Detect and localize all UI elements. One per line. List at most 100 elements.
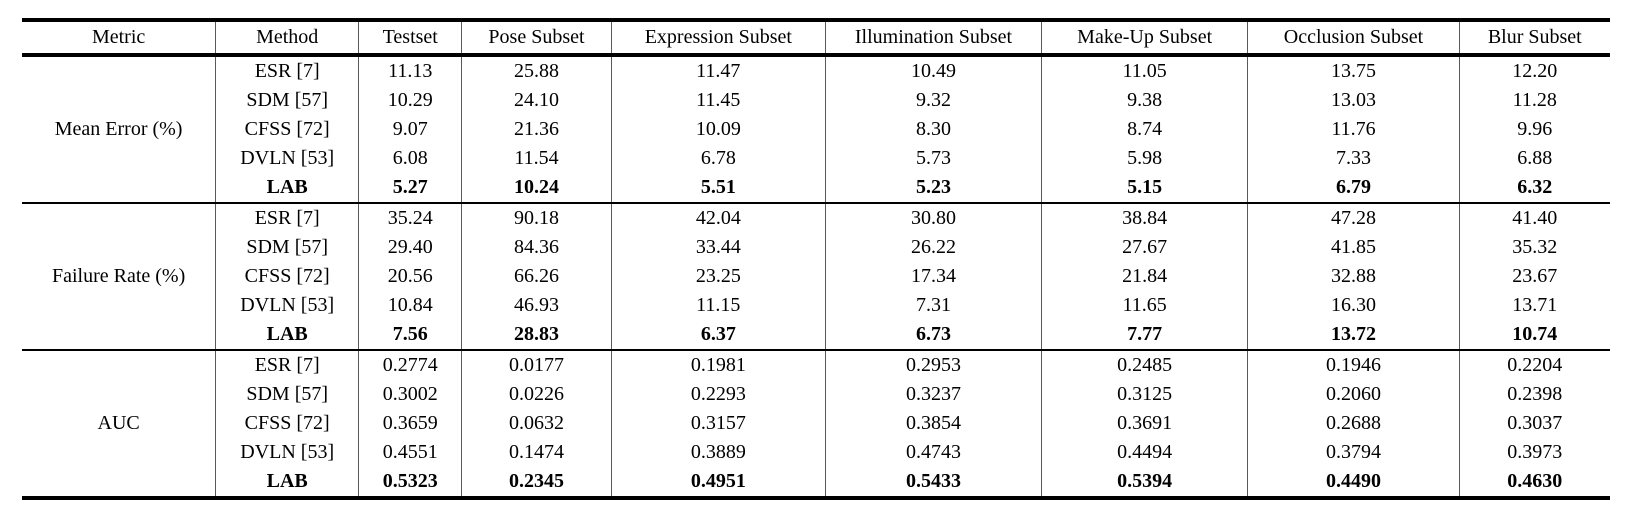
value-cell: 8.74 <box>1040 115 1248 144</box>
metric-label: Failure Rate (%) <box>22 202 216 350</box>
value-cell: 20.56 <box>358 262 462 291</box>
value-cell: 9.96 <box>1458 115 1610 144</box>
value-cell: 11.47 <box>610 55 826 86</box>
value-cell: 0.3889 <box>610 438 826 467</box>
metric-label: AUC <box>22 349 216 498</box>
method-label: DVLN [53] <box>215 438 359 467</box>
results-table: Metric Method Testset Pose Subset Expres… <box>22 18 1610 500</box>
value-cell: 21.84 <box>1040 262 1248 291</box>
value-cell: 0.3002 <box>358 380 462 409</box>
value-cell: 28.83 <box>461 320 612 350</box>
value-cell: 0.5433 <box>825 467 1042 498</box>
value-cell: 0.3973 <box>1458 438 1610 467</box>
value-cell: 8.30 <box>825 115 1042 144</box>
value-cell: 29.40 <box>358 233 462 262</box>
value-cell: 0.1474 <box>461 438 612 467</box>
value-cell: 11.76 <box>1247 115 1460 144</box>
method-label: SDM [57] <box>215 233 359 262</box>
value-cell: 0.4951 <box>610 467 826 498</box>
method-label: LAB <box>215 320 359 350</box>
value-cell: 47.28 <box>1247 202 1460 233</box>
table-row: SDM [57] 0.3002 0.0226 0.2293 0.3237 0.3125 0.… <box>22 380 1610 409</box>
value-cell: 13.03 <box>1247 86 1460 115</box>
table-row: AUC ESR [7] 0.2774 0.0177 0.1981 0.2953 0.2485… <box>22 349 1610 498</box>
value-cell: 6.79 <box>1247 173 1460 203</box>
value-cell: 30.80 <box>825 202 1042 233</box>
value-cell: 0.4743 <box>825 438 1042 467</box>
value-cell: 32.88 <box>1247 262 1460 291</box>
value-cell: 0.3691 <box>1040 409 1248 438</box>
value-cell: 11.54 <box>461 144 612 173</box>
table-row: CFSS [72] 0.3659 0.0632 0.3157 0.3854 0.3691 0… <box>22 409 1610 438</box>
value-cell: 12.20 <box>1458 55 1610 86</box>
value-cell: 66.26 <box>461 262 612 291</box>
value-cell: 41.85 <box>1247 233 1460 262</box>
value-cell: 0.5394 <box>1040 467 1248 498</box>
metric-label: Mean Error (%) <box>54 118 183 140</box>
value-cell: 5.73 <box>825 144 1042 173</box>
value-cell: 0.2953 <box>825 349 1042 380</box>
value-cell: 0.2485 <box>1040 349 1248 380</box>
value-cell: 11.45 <box>610 86 826 115</box>
table-row: CFSS [72] 20.56 66.26 23.25 17.34 21.84 32.88 2… <box>22 262 1610 291</box>
value-cell: 10.09 <box>610 115 826 144</box>
value-cell: 11.13 <box>358 55 462 86</box>
table-row: LAB 7.56 28.83 6.37 6.73 7.77 13.72 10.74 <box>22 320 1610 350</box>
value-cell: 10.49 <box>825 55 1042 86</box>
method-label: ESR [7] <box>215 349 359 380</box>
value-cell: 0.2345 <box>461 467 612 498</box>
value-cell: 13.71 <box>1458 291 1610 320</box>
value-cell: 11.15 <box>610 291 826 320</box>
value-cell: 13.72 <box>1247 320 1460 350</box>
table-row: LAB 5.27 10.24 5.51 5.23 5.15 6.79 6.32 <box>22 173 1610 203</box>
value-cell: 42.04 <box>610 202 826 233</box>
value-cell: 6.73 <box>825 320 1042 350</box>
value-cell: 0.1981 <box>610 349 826 380</box>
value-cell: 0.5323 <box>358 467 462 498</box>
value-cell: 0.4494 <box>1040 438 1248 467</box>
value-cell: 17.34 <box>825 262 1042 291</box>
value-cell: 9.07 <box>358 115 462 144</box>
value-cell: 6.32 <box>1458 173 1610 203</box>
table-row: CFSS [72] 9.07 21.36 10.09 8.30 8.74 11.76 9.96 <box>22 115 1610 144</box>
value-cell: 46.93 <box>461 291 612 320</box>
value-cell: 0.3157 <box>610 409 826 438</box>
method-label: CFSS [72] <box>215 262 359 291</box>
table-row: DVLN [53] 0.4551 0.1474 0.3889 0.4743 0.4494 0… <box>22 438 1610 467</box>
value-cell: 0.3125 <box>1040 380 1248 409</box>
value-cell: 90.18 <box>461 202 612 233</box>
column-header-makeup: Make-Up Subset <box>1040 20 1248 57</box>
value-cell: 9.38 <box>1040 86 1248 115</box>
column-header-metric: Metric <box>22 20 216 57</box>
value-cell: 0.0177 <box>461 349 612 380</box>
page: Metric Method Testset Pose Subset Expres… <box>22 18 1610 500</box>
value-cell: 25.88 <box>461 55 612 86</box>
value-cell: 5.51 <box>610 173 826 203</box>
value-cell: 5.23 <box>825 173 1042 203</box>
value-cell: 0.1946 <box>1247 349 1460 380</box>
value-cell: 6.78 <box>610 144 826 173</box>
value-cell: 0.4551 <box>358 438 462 467</box>
method-label: CFSS [72] <box>215 409 359 438</box>
value-cell: 33.44 <box>610 233 826 262</box>
value-cell: 0.2060 <box>1247 380 1460 409</box>
value-cell: 0.2688 <box>1247 409 1460 438</box>
method-label: LAB <box>215 173 359 203</box>
method-label: SDM [57] <box>215 380 359 409</box>
method-label: ESR [7] <box>215 55 359 86</box>
column-header-expression: Expression Subset <box>610 20 826 57</box>
value-cell: 21.36 <box>461 115 612 144</box>
value-cell: 41.40 <box>1458 202 1610 233</box>
value-cell: 13.75 <box>1247 55 1460 86</box>
value-cell: 38.84 <box>1040 202 1248 233</box>
method-label: ESR [7] <box>215 202 359 233</box>
table-row: LAB 0.5323 0.2345 0.4951 0.5433 0.5394 0.4490 0… <box>22 467 1610 498</box>
value-cell: 23.25 <box>610 262 826 291</box>
value-cell: 0.2293 <box>610 380 826 409</box>
value-cell: 0.3794 <box>1247 438 1460 467</box>
value-cell: 0.3037 <box>1458 409 1610 438</box>
table-row: DVLN [53] 10.84 46.93 11.15 7.31 11.65 16.30 13… <box>22 291 1610 320</box>
table-row: SDM [57] 29.40 84.36 33.44 26.22 27.67 41.85 35… <box>22 233 1610 262</box>
value-cell: 5.15 <box>1040 173 1248 203</box>
header-row: Metric Method Testset Pose Subset Expres… <box>22 20 1610 57</box>
